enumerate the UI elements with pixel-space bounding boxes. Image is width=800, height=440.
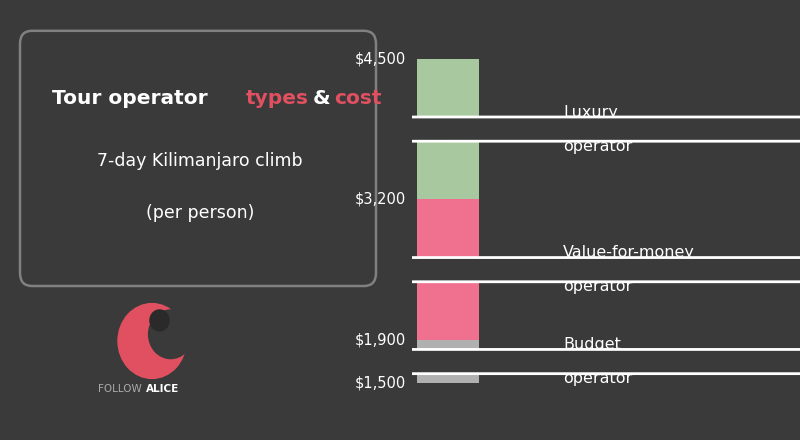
Bar: [418, 59, 478, 199]
Text: Tour operator: Tour operator: [52, 89, 214, 109]
Text: &: &: [306, 89, 338, 109]
Text: FOLLOW: FOLLOW: [98, 385, 142, 394]
Text: 7-day Kilimanjaro climb: 7-day Kilimanjaro climb: [97, 152, 303, 169]
Circle shape: [0, 349, 800, 374]
Text: ALICE: ALICE: [146, 385, 179, 394]
Text: operator: operator: [563, 279, 633, 294]
Text: $4,500: $4,500: [355, 51, 406, 66]
Circle shape: [150, 310, 169, 331]
FancyBboxPatch shape: [20, 31, 376, 286]
Circle shape: [0, 257, 800, 282]
Text: cost: cost: [334, 89, 382, 109]
Text: $1,900: $1,900: [355, 333, 406, 348]
Text: operator: operator: [563, 371, 633, 386]
Bar: [418, 340, 478, 383]
Circle shape: [149, 310, 193, 359]
Text: Budget: Budget: [563, 337, 621, 352]
Bar: [418, 199, 478, 340]
Circle shape: [0, 117, 800, 141]
Text: operator: operator: [563, 139, 633, 154]
Text: Luxury: Luxury: [563, 105, 618, 120]
Text: $3,200: $3,200: [355, 192, 406, 207]
Circle shape: [118, 304, 186, 378]
Text: types: types: [246, 89, 309, 109]
Text: $1,500: $1,500: [355, 376, 406, 391]
Text: (per person): (per person): [146, 205, 254, 222]
Text: Value-for-money: Value-for-money: [563, 245, 695, 260]
